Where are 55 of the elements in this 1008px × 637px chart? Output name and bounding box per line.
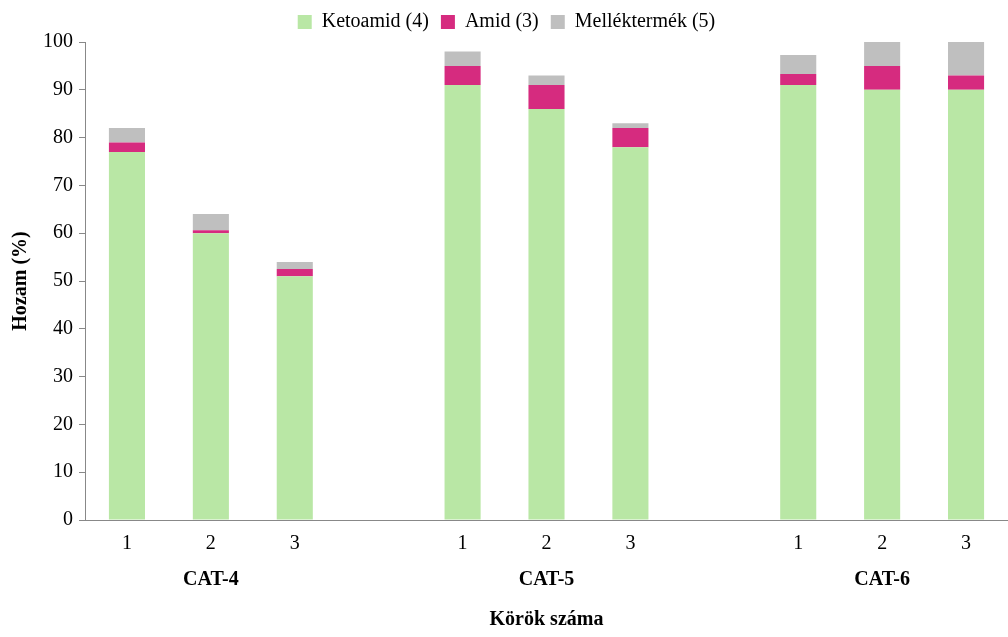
bar (864, 89, 901, 520)
bar (612, 123, 649, 129)
y-tick-label: 70 (53, 172, 73, 195)
y-tick-label: 50 (53, 268, 73, 291)
bar (948, 89, 985, 520)
bar (108, 142, 145, 152)
bar (276, 269, 313, 277)
y-tick-label: 100 (43, 29, 73, 52)
y-tick-label: 10 (53, 459, 73, 482)
bar (612, 147, 649, 520)
bar (192, 214, 229, 231)
x-tick-label: 1 (793, 531, 804, 554)
x-axis-title: Körök száma (489, 607, 604, 630)
legend-label: Melléktermék (5) (574, 9, 716, 33)
x-tick-label: 1 (121, 531, 132, 554)
x-tick-label: 3 (289, 531, 300, 554)
bar (276, 261, 313, 270)
bar (108, 151, 145, 520)
x-tick-label: 2 (205, 531, 216, 554)
y-tick-label: 60 (53, 220, 73, 243)
bar (612, 128, 649, 148)
y-tick-label: 20 (53, 411, 73, 434)
y-tick-label: 90 (53, 77, 73, 100)
y-tick-label: 0 (63, 507, 73, 530)
bar (528, 85, 565, 109)
text: CAT-6 (854, 567, 910, 590)
x-tick-label: 3 (961, 531, 972, 554)
bar (864, 65, 901, 90)
text: CAT-4 (183, 567, 239, 590)
bar (948, 75, 985, 90)
y-axis-title: Hozam (%) (8, 231, 32, 331)
bar (276, 276, 313, 520)
bar (528, 75, 565, 86)
text: CAT-5 (518, 567, 575, 590)
bar (528, 108, 565, 520)
bar (444, 51, 481, 66)
bar (780, 85, 817, 520)
legend-label: Amid (3) (464, 9, 539, 33)
y-tick-label: 80 (53, 124, 73, 147)
bar (192, 230, 229, 234)
x-tick-label: 3 (625, 531, 636, 554)
x-tick-label: 2 (877, 531, 888, 554)
bar (780, 54, 817, 75)
bar (948, 42, 985, 76)
y-tick-label: 30 (53, 363, 73, 386)
x-tick-label: 2 (541, 531, 552, 554)
bar (444, 65, 481, 86)
bar (108, 128, 145, 143)
x-tick-label: 1 (457, 531, 468, 554)
y-tick-label: 40 (53, 316, 73, 339)
legend-label: Ketoamid (4) (321, 9, 429, 33)
bar (444, 85, 481, 520)
bar (780, 74, 817, 86)
bar (192, 233, 229, 520)
bar (864, 42, 901, 66)
